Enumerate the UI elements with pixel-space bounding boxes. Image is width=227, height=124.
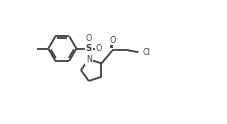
Text: Cl: Cl	[142, 48, 150, 57]
Text: O: O	[109, 36, 115, 45]
Text: O: O	[96, 44, 102, 53]
Text: O: O	[85, 34, 91, 43]
Text: S: S	[85, 44, 91, 53]
Text: N: N	[86, 55, 91, 64]
